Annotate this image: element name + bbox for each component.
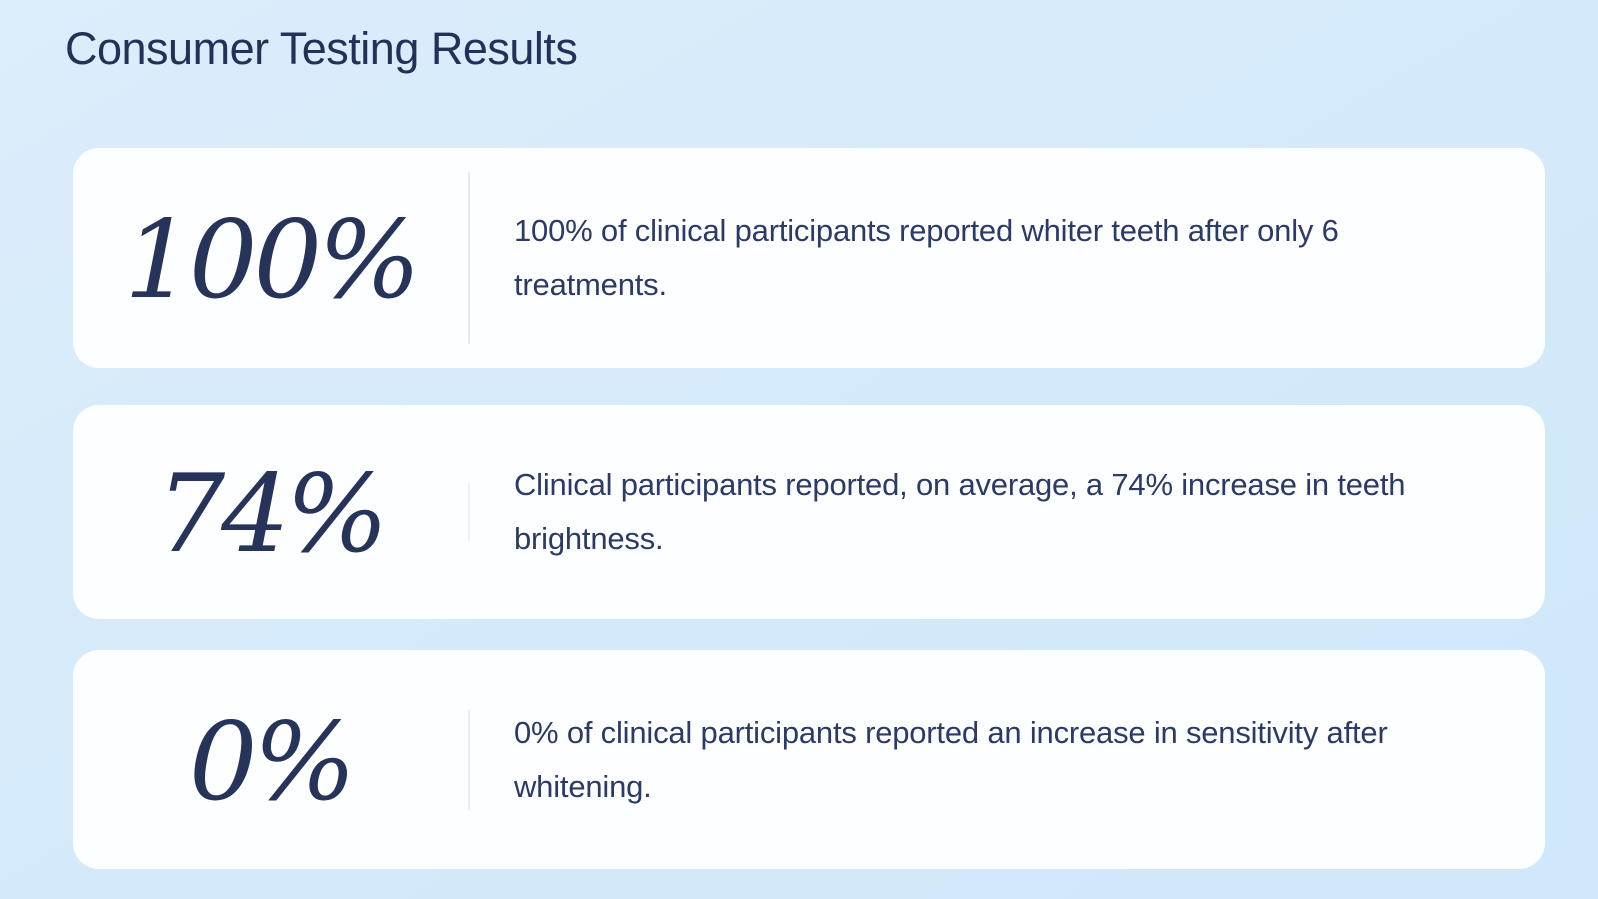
stat-card-whiter-teeth: 100% 100% of clinical participants repor…	[73, 148, 1545, 368]
stat-card-sensitivity: 0% 0% of clinical participants reported …	[73, 650, 1545, 869]
stat-value: 74%	[156, 452, 388, 577]
stat-card-brightness-increase: 74% Clinical participants reported, on a…	[73, 405, 1545, 619]
stat-description: 0% of clinical participants reported an …	[514, 714, 1388, 804]
stat-description: Clinical participants reported, on avera…	[514, 467, 1406, 556]
page-title: Consumer Testing Results	[65, 23, 578, 74]
stat-card-list: 100% 100% of clinical participants repor…	[73, 148, 1545, 869]
stat-value: 0%	[188, 699, 356, 825]
stat-divider	[468, 483, 470, 541]
stat-description: 100% of clinical participants reported w…	[514, 213, 1339, 302]
stat-divider	[468, 708, 470, 811]
stat-value: 100%	[124, 198, 421, 323]
stat-divider	[468, 172, 470, 344]
